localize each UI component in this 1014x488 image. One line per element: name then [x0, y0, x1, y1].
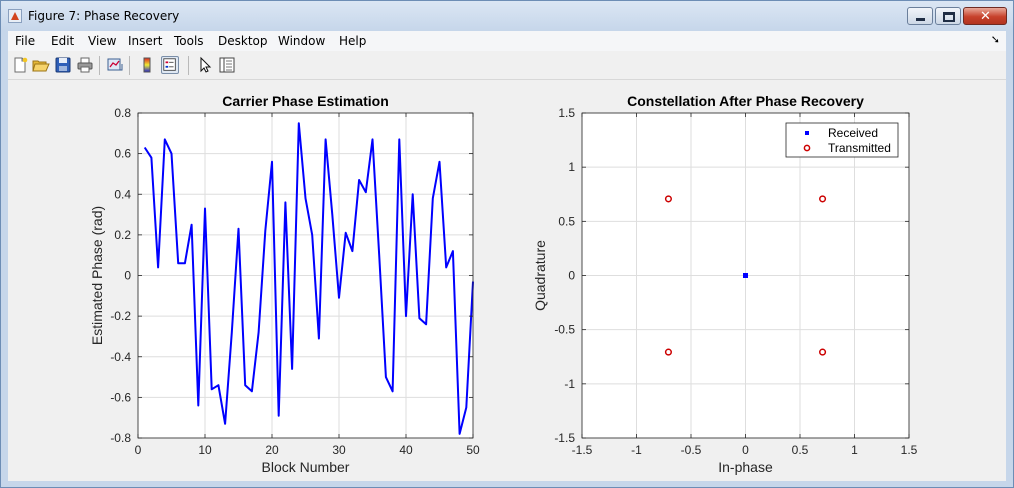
- received-point: [743, 273, 748, 278]
- y-tick-label: 0.5: [558, 214, 575, 228]
- y-tick-label: 0.4: [114, 187, 131, 201]
- chart-title: Carrier Phase Estimation: [222, 93, 389, 109]
- y-tick-label: -1: [564, 377, 575, 391]
- window-title: Figure 7: Phase Recovery: [28, 9, 180, 23]
- menu-file[interactable]: File: [15, 34, 36, 48]
- menu-bar: File Edit View Insert Tools Desktop Wind…: [8, 31, 1006, 51]
- transmitted-point: [664, 348, 672, 356]
- menu-view[interactable]: View: [88, 34, 117, 48]
- x-tick-label: -1: [631, 443, 642, 457]
- legend-icon[interactable]: [161, 56, 179, 74]
- x-tick-label: 0: [742, 443, 749, 457]
- x-tick-label: 20: [265, 443, 279, 457]
- legend-marker-transmitted: [803, 144, 811, 152]
- y-axis-label: Estimated Phase (rad): [89, 206, 105, 345]
- x-tick-label: -0.5: [681, 443, 702, 457]
- x-axis-label: In-phase: [718, 459, 773, 475]
- x-tick-label: 10: [198, 443, 212, 457]
- x-tick-label: 1.5: [901, 443, 918, 457]
- legend-entry-label: Transmitted: [828, 141, 891, 155]
- legend-marker-received: [805, 131, 809, 135]
- y-tick-label: 0.2: [114, 228, 131, 242]
- client-area: File Edit View Insert Tools Desktop Wind…: [8, 31, 1006, 481]
- x-tick-label: 1: [851, 443, 858, 457]
- close-icon: ✕: [980, 9, 991, 24]
- menu-help[interactable]: Help: [339, 34, 367, 48]
- toolbar-separator: [99, 56, 100, 75]
- y-tick-label: -0.8: [110, 431, 131, 445]
- open-file-icon[interactable]: [32, 56, 50, 74]
- y-tick-label: 0.6: [114, 147, 131, 161]
- figure-toolbar: [8, 52, 1006, 80]
- maximize-button[interactable]: [935, 7, 961, 25]
- x-tick-label: 0.5: [792, 443, 809, 457]
- y-tick-label: 0: [568, 269, 575, 283]
- y-tick-label: 0: [124, 269, 131, 283]
- right-axes[interactable]: -1.5 -1 -0.5 0 0.5 1 1.5 -1.5 -1 -0.5 0 0.5 1 1.5 Cons…: [532, 93, 918, 475]
- x-tick-label: -1.5: [572, 443, 593, 457]
- left-axes[interactable]: 0 10 20 30 40 50 -0.8 -0.6 -0.4 -0.2 0 0.2 0.4 0.6 0.8…: [89, 93, 480, 475]
- y-tick-label: -0.6: [110, 390, 131, 404]
- x-tick-label: 0: [135, 443, 142, 457]
- menu-edit[interactable]: Edit: [51, 34, 75, 48]
- property-inspector-icon[interactable]: [218, 56, 236, 74]
- menu-window[interactable]: Window: [278, 34, 326, 48]
- phase-series-line: [143, 122, 474, 435]
- legend-box: [785, 122, 899, 158]
- y-tick-label: -1.5: [554, 431, 575, 445]
- menu-overflow-icon[interactable]: ➘: [990, 33, 1000, 46]
- save-icon[interactable]: [54, 56, 72, 74]
- title-bar: Figure 7: Phase Recovery ✕: [1, 1, 1013, 31]
- plot-area: 0 10 20 30 40 50-0.8-0.6-0.4-0.200.20.40.60.8…: [89, 93, 918, 475]
- minimize-icon: [916, 18, 925, 21]
- x-axis-label: Block Number: [262, 459, 350, 475]
- menu-insert[interactable]: Insert: [128, 34, 163, 48]
- y-tick-label: -0.5: [554, 323, 575, 337]
- print-icon[interactable]: [76, 56, 94, 74]
- colorbar-icon[interactable]: [138, 56, 156, 74]
- toolbar-separator: [188, 56, 189, 75]
- y-tick-label: 1: [568, 160, 575, 174]
- y-axis-label: Quadrature: [532, 240, 548, 311]
- new-figure-icon[interactable]: [11, 56, 29, 74]
- transmitted-point: [664, 195, 672, 203]
- y-tick-label: 1.5: [558, 106, 575, 120]
- x-tick-label: 40: [399, 443, 413, 457]
- figure-canvas: 0 10 20 30 40 50 -0.8 -0.6 -0.4 -0.2 0 0.2 0.4 0.6 0.8…: [8, 81, 1006, 481]
- y-tick-label: 0.8: [114, 106, 131, 120]
- transmitted-point: [819, 195, 827, 203]
- menu-tools[interactable]: Tools: [174, 34, 204, 48]
- pointer-icon[interactable]: [196, 56, 214, 74]
- x-tick-label: 50: [466, 443, 480, 457]
- maximize-icon: [943, 12, 955, 22]
- menu-desktop[interactable]: Desktop: [218, 34, 268, 48]
- toolbar-separator: [129, 56, 130, 75]
- matlab-icon: [8, 9, 22, 23]
- y-tick-label: -0.4: [110, 350, 131, 364]
- x-tick-label: 30: [332, 443, 346, 457]
- close-button[interactable]: ✕: [963, 7, 1007, 25]
- legend-entry-label: Received: [828, 126, 878, 140]
- y-tick-label: -0.2: [110, 309, 131, 323]
- transmitted-point: [819, 348, 827, 356]
- link-plot-icon[interactable]: [106, 56, 124, 74]
- minimize-button[interactable]: [907, 7, 933, 25]
- chart-title: Constellation After Phase Recovery: [627, 93, 864, 109]
